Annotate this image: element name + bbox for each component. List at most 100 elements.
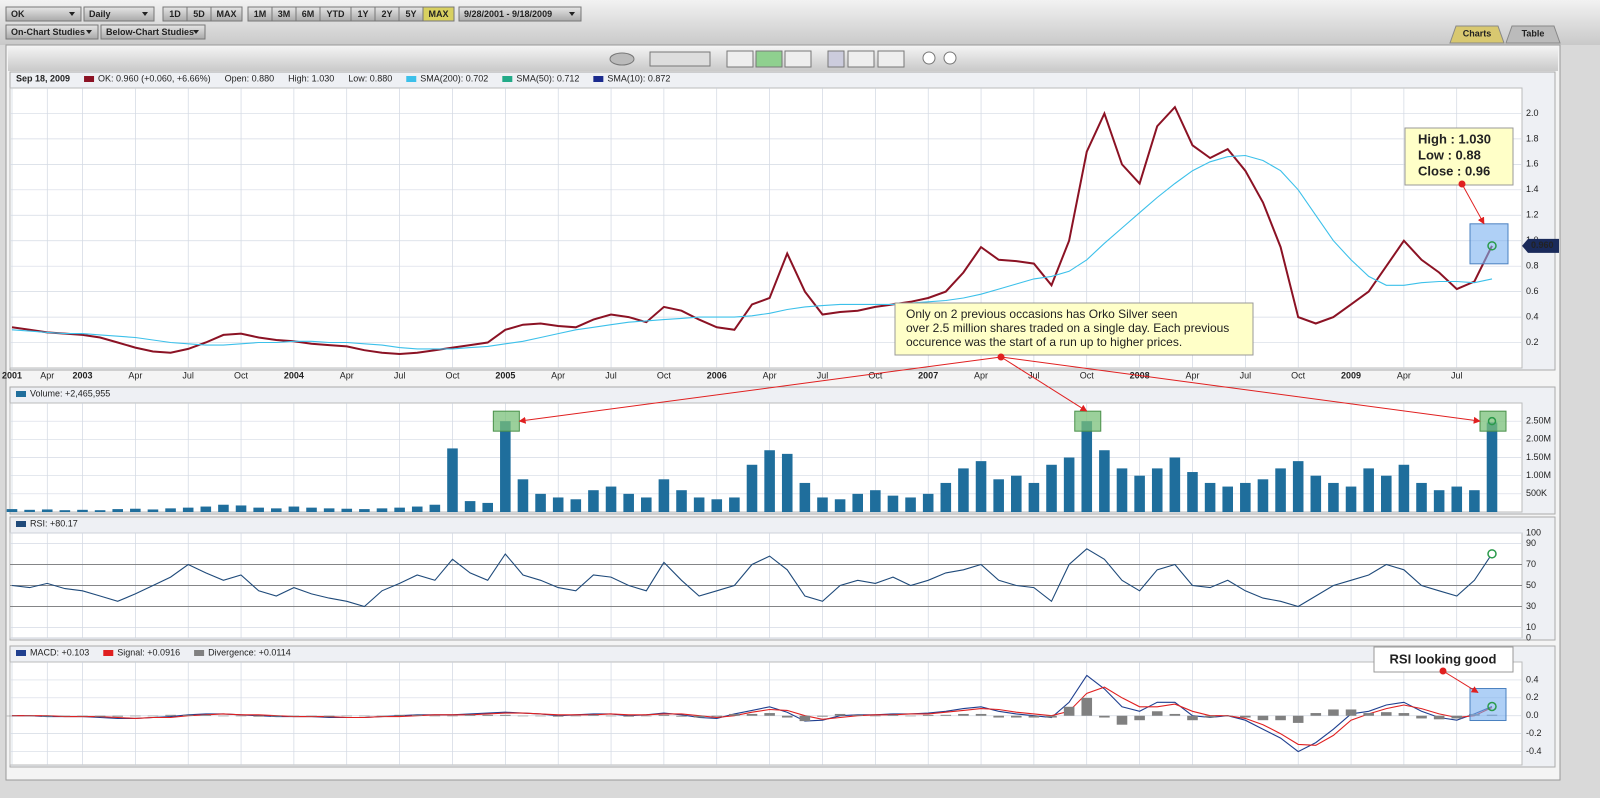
studies-select[interactable] <box>100 24 206 40</box>
callout-line: over 2.5 million shares traded on a sing… <box>906 321 1229 335</box>
tab[interactable] <box>1505 25 1561 44</box>
x-tick-label: 2007 <box>918 370 938 380</box>
range-button-label: 1Y <box>357 9 368 19</box>
x-tick-label: Apr <box>1397 370 1411 380</box>
icon[interactable] <box>784 50 812 68</box>
x-tick-label: Oct <box>1291 370 1306 380</box>
x-tick-label: Apr <box>40 370 54 380</box>
y-tick-label: 0.8 <box>1526 261 1539 271</box>
bar <box>182 714 194 716</box>
bar <box>852 493 863 512</box>
bar <box>77 509 88 512</box>
highlight-dot <box>1487 241 1497 251</box>
bar <box>24 715 35 717</box>
ohlc-box-line: High : 1.030 <box>1418 131 1491 146</box>
bar <box>147 715 159 717</box>
bar <box>1328 482 1339 512</box>
tab-label: Table <box>1522 28 1545 38</box>
x-tick-label: Apr <box>763 370 777 380</box>
bar <box>1240 482 1251 512</box>
interval-select[interactable] <box>83 6 155 22</box>
bar <box>323 715 335 717</box>
bar <box>394 714 405 716</box>
bar <box>693 715 705 718</box>
bar <box>922 714 934 716</box>
bar <box>641 497 652 512</box>
date-range-select-label: 9/28/2001 - 9/18/2009 <box>464 9 552 19</box>
bar <box>1204 715 1216 718</box>
legend-swatch <box>406 76 417 82</box>
dropdown-arrow <box>69 12 75 16</box>
bar <box>1310 475 1322 512</box>
studies-select[interactable] <box>5 24 99 40</box>
bar <box>147 509 159 512</box>
y-tick-label: 2.00M <box>1526 434 1551 444</box>
bar <box>411 506 423 512</box>
bar <box>271 508 282 512</box>
bar <box>1028 482 1040 512</box>
icon[interactable] <box>726 50 754 68</box>
bar <box>1011 475 1022 512</box>
bar <box>323 508 335 512</box>
bar <box>1381 712 1392 716</box>
bar <box>746 464 758 512</box>
icon[interactable] <box>609 52 635 66</box>
icon[interactable] <box>649 51 711 67</box>
bar <box>306 715 317 717</box>
range-button[interactable] <box>210 6 243 22</box>
bar <box>711 499 723 512</box>
y-tick-label: 100 <box>1526 527 1541 537</box>
x-tick-label: Apr <box>1185 370 1199 380</box>
bar <box>1433 490 1445 512</box>
bar <box>59 510 71 512</box>
range-button[interactable] <box>422 6 455 22</box>
bar <box>1363 713 1374 716</box>
legend-swatch <box>502 76 513 82</box>
date-range-select[interactable] <box>458 6 582 22</box>
icon[interactable] <box>922 51 936 65</box>
bar <box>447 715 458 717</box>
icon[interactable] <box>943 51 957 65</box>
bar <box>676 715 687 717</box>
x-tick-label: Oct <box>868 370 883 380</box>
y-tick-label: 1.2 <box>1526 210 1539 220</box>
x-tick-label: 2001 <box>2 370 22 380</box>
bar <box>623 715 634 717</box>
legend-label: SMA(10): 0.872 <box>607 73 670 83</box>
bar <box>482 714 493 716</box>
bar <box>799 715 811 722</box>
range-button-label: MAX <box>429 9 449 19</box>
y-tick-label: 90 <box>1526 538 1536 548</box>
x-tick-label: Jul <box>817 370 829 380</box>
icon[interactable] <box>847 50 875 68</box>
bar <box>218 715 229 717</box>
bar <box>429 504 441 512</box>
icon[interactable] <box>755 50 783 68</box>
bar <box>958 468 969 512</box>
y-tick-label: 0.4 <box>1526 311 1539 321</box>
bar <box>306 507 317 512</box>
bar <box>500 714 511 716</box>
x-tick-label: 2009 <box>1341 370 1361 380</box>
bar <box>447 448 458 512</box>
tab[interactable] <box>1449 25 1505 44</box>
bar <box>1345 486 1357 512</box>
highlight-dot <box>1487 701 1497 712</box>
bar <box>781 453 793 512</box>
legend-label: Signal: +0.0916 <box>117 647 180 657</box>
dropdown-arrow <box>193 30 199 34</box>
spike-box <box>1074 410 1102 432</box>
bar <box>1451 715 1463 719</box>
bar <box>200 506 212 512</box>
y-tick-label: 2.0 <box>1526 108 1539 118</box>
icon[interactable] <box>827 50 845 68</box>
bar <box>482 502 493 512</box>
bar <box>834 713 846 716</box>
bar <box>658 714 670 716</box>
ohlc-box-line: Low : 0.88 <box>1418 147 1481 162</box>
icon[interactable] <box>877 50 905 68</box>
bar <box>764 713 775 716</box>
symbol-select[interactable] <box>5 6 82 22</box>
bar <box>235 505 247 512</box>
bar <box>676 490 687 512</box>
